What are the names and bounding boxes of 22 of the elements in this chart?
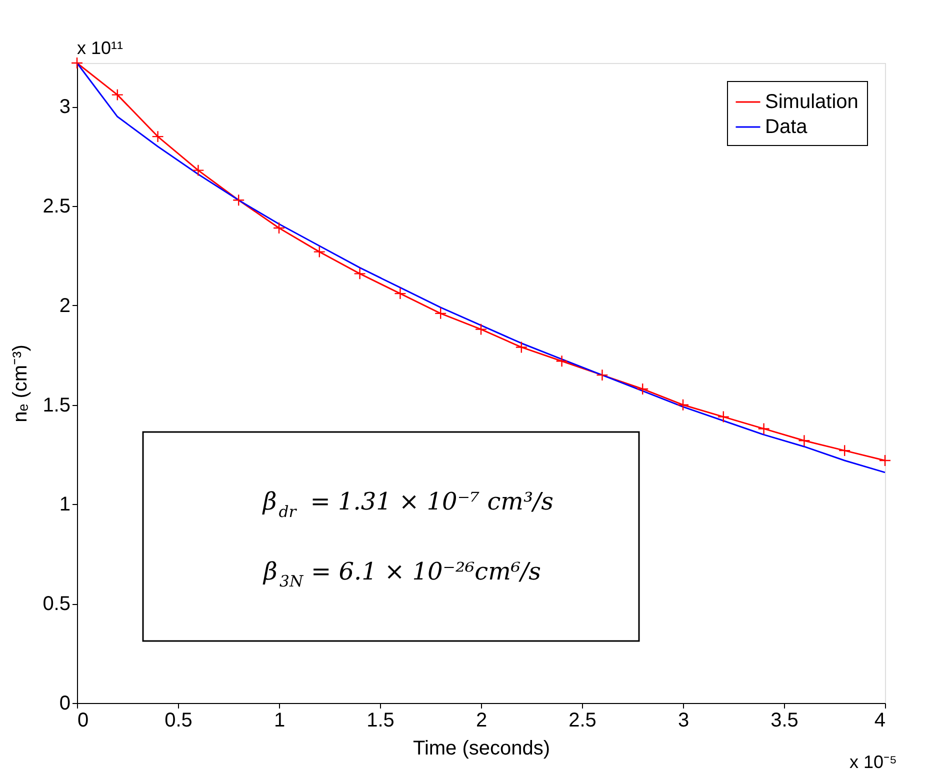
x-tick-label: 2 [476,710,488,732]
y-tick-label: 0.5 [42,593,70,616]
legend-label: Data [765,116,808,138]
y-tick-label: 0 [59,692,70,714]
text: x 10⁻⁵ [850,752,897,772]
x-tick-label: 3.5 [770,710,798,732]
y-tick-label: 1 [59,494,70,516]
legend-label: Simulation [765,91,858,113]
y-tick-label: 2 [59,294,70,317]
y-tick-label: 3 [59,96,70,118]
x-tick-label: 0.5 [164,710,192,732]
x-tick-label: 4 [874,710,886,732]
x-axis-title: Time (seconds) [412,738,550,760]
x-tick-label: 2.5 [568,710,596,732]
x-tick-label: 0 [78,710,89,732]
y-tick-label: 1.5 [42,394,70,416]
text: x 10¹¹ [77,38,124,58]
x-tick-label: 3 [678,710,690,732]
y-axis-title: nₑ (cm⁻³) [10,344,32,422]
x-tick-label: 1 [274,710,286,732]
y-tick-label: 2.5 [42,196,70,218]
x-tick-label: 1.5 [366,710,394,732]
